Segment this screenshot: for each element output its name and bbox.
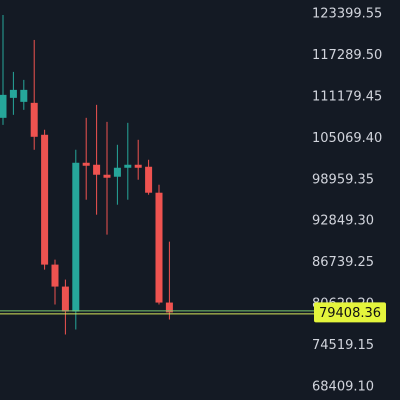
candle-body bbox=[41, 134, 49, 265]
y-tick-label: 68409.10 bbox=[312, 380, 374, 395]
y-tick-label: 92849.30 bbox=[312, 214, 374, 229]
candle-body bbox=[155, 192, 163, 303]
candle-body bbox=[20, 89, 28, 102]
y-tick-label: 74519.15 bbox=[312, 338, 374, 353]
candle-body bbox=[61, 286, 69, 312]
candle-body bbox=[134, 164, 142, 168]
y-tick-label: 111179.45 bbox=[312, 89, 382, 104]
candle-body bbox=[72, 162, 80, 312]
candle-body bbox=[145, 166, 153, 193]
candle-body bbox=[51, 264, 59, 287]
y-tick-label: 98959.35 bbox=[312, 172, 374, 187]
candle-body bbox=[165, 302, 173, 313]
candle-body bbox=[93, 164, 101, 175]
candle-body bbox=[30, 102, 38, 137]
price-label-box bbox=[314, 302, 386, 323]
candle-body bbox=[103, 174, 111, 178]
candle-body bbox=[9, 89, 17, 98]
candle-body bbox=[113, 167, 121, 177]
y-tick-label: 105069.40 bbox=[312, 131, 382, 146]
y-tick-label: 123399.55 bbox=[312, 6, 382, 21]
candle-body bbox=[0, 94, 7, 118]
y-tick-label: 117289.50 bbox=[312, 48, 382, 63]
price-label: 79408.36 bbox=[319, 306, 381, 321]
candle-body bbox=[124, 164, 132, 168]
candle-body bbox=[82, 162, 90, 166]
y-tick-label: 86739.25 bbox=[312, 255, 374, 270]
